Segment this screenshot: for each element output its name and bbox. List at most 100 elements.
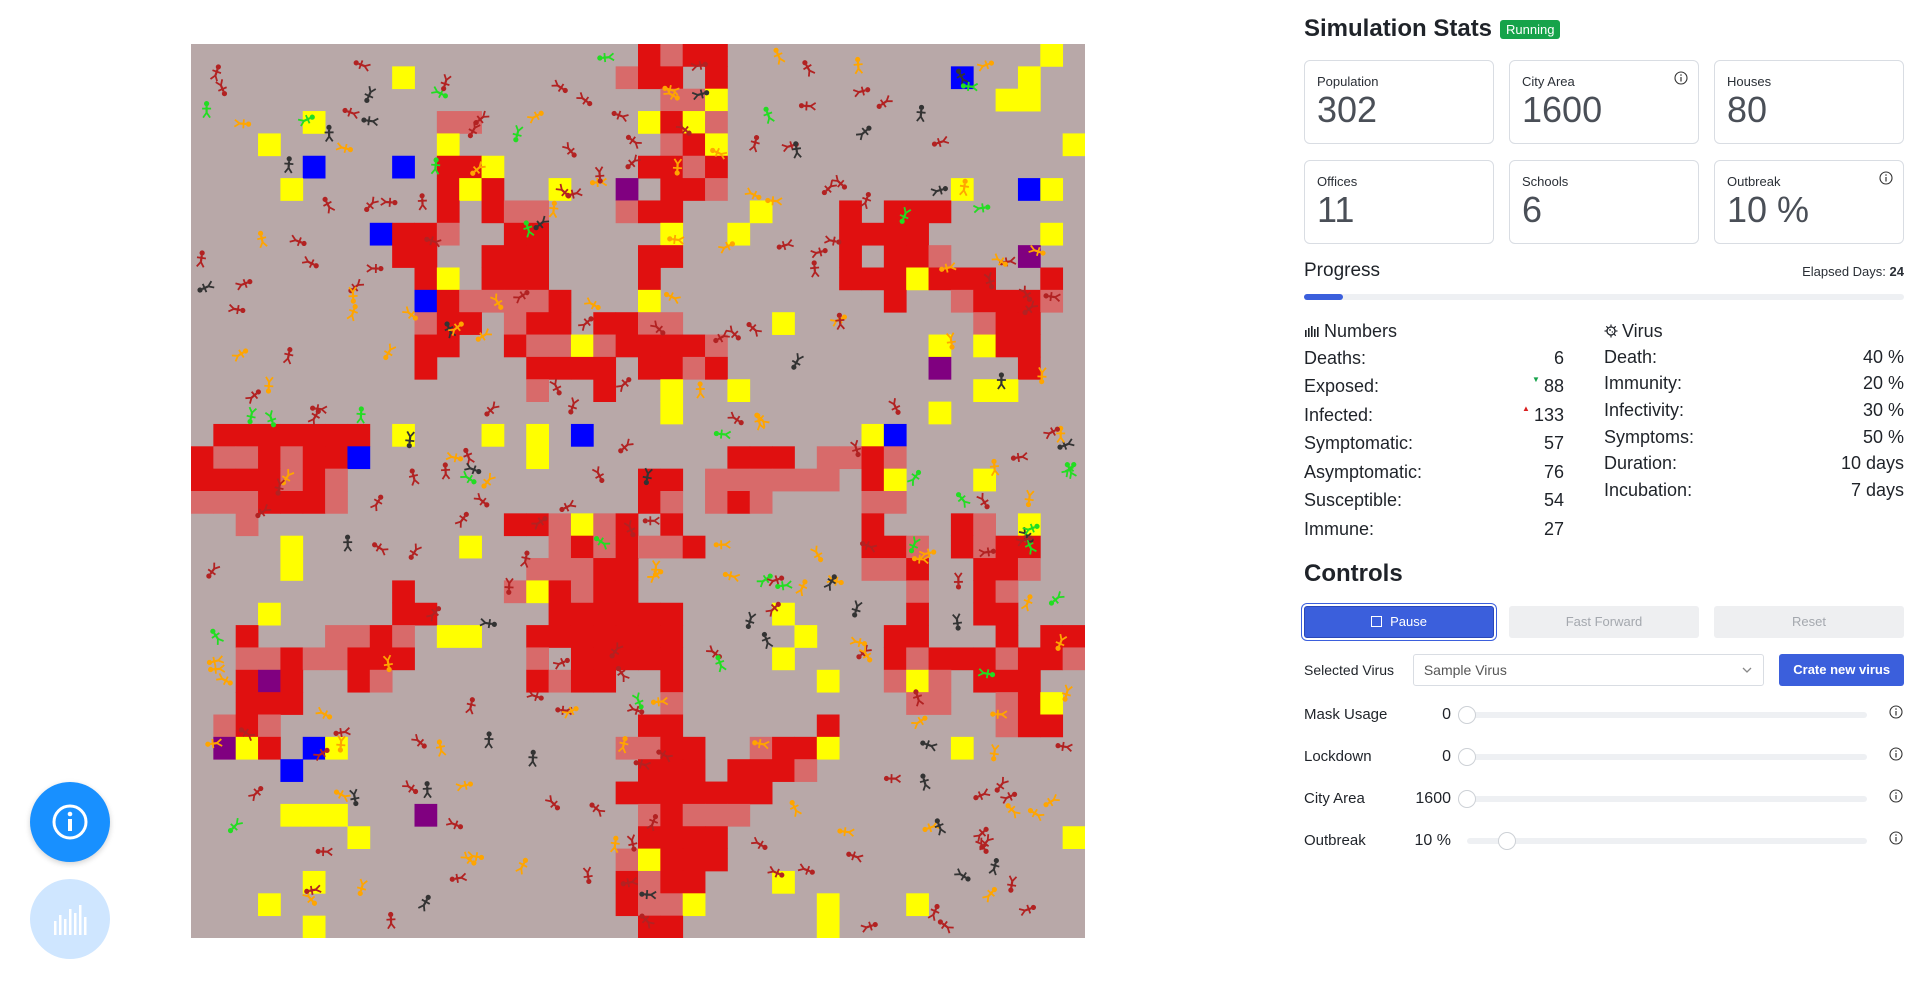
info-icon[interactable] — [1889, 831, 1903, 845]
road-tile — [660, 669, 684, 693]
road-tile — [1017, 714, 1041, 738]
road-tile — [660, 513, 684, 537]
person-susceptible — [343, 534, 353, 552]
road-tile — [638, 267, 661, 291]
stat-card-label: Offices — [1317, 174, 1358, 189]
slider-handle[interactable] — [1498, 831, 1516, 850]
road-tile — [615, 647, 639, 671]
create-virus-button[interactable]: Crate new virus — [1779, 653, 1904, 686]
person-infected — [206, 562, 221, 579]
person-exposed — [460, 851, 477, 866]
person-infected — [725, 325, 741, 341]
road-tile — [727, 491, 751, 514]
school-tile — [213, 736, 237, 760]
road-tile — [638, 245, 661, 268]
road-tile — [727, 468, 751, 492]
road-tile — [705, 334, 728, 358]
virus-icon — [1604, 324, 1618, 338]
person-infected — [835, 312, 845, 331]
virus-param-value: 40 % — [1862, 346, 1904, 367]
road-tile — [638, 736, 661, 760]
stat-card-value: 80 — [1727, 89, 1768, 130]
slider-handle[interactable] — [1458, 747, 1476, 766]
road-tile — [325, 468, 348, 492]
road-tile — [660, 133, 684, 157]
road-tile — [638, 468, 661, 492]
stat-card-label: Population — [1317, 74, 1379, 89]
person-infected — [417, 193, 428, 211]
road-tile — [526, 669, 549, 693]
slider-track[interactable] — [1467, 831, 1867, 850]
road-tile — [615, 602, 639, 626]
person-infected — [675, 121, 692, 136]
person-exposed — [945, 332, 956, 350]
road-tile — [1017, 669, 1041, 693]
slider-track[interactable] — [1458, 747, 1867, 766]
person-susceptible — [484, 731, 494, 749]
house-tile — [325, 736, 348, 760]
info-icon[interactable] — [1879, 171, 1893, 185]
person-infected — [627, 703, 645, 715]
slider-track[interactable] — [1458, 789, 1867, 808]
house-tile — [280, 178, 304, 201]
person-infected — [776, 239, 794, 251]
virus-select[interactable]: Sample Virus — [1412, 653, 1765, 686]
road-tile — [548, 602, 572, 626]
pause-button[interactable]: Pause — [1304, 605, 1494, 638]
house-tile — [1040, 178, 1064, 201]
road-tile — [682, 535, 706, 559]
info-icon[interactable] — [1889, 705, 1903, 719]
road-tile — [459, 312, 482, 335]
road-tile — [816, 446, 840, 470]
road-tile — [638, 870, 661, 894]
road-tile — [258, 692, 281, 715]
road-tile — [727, 446, 751, 470]
info-icon[interactable] — [1889, 747, 1903, 761]
person-exposed — [609, 835, 620, 854]
person-exposed — [445, 451, 464, 463]
road-tile — [325, 491, 348, 514]
fast-forward-button[interactable]: Fast Forward — [1509, 605, 1699, 638]
info-icon[interactable] — [1674, 71, 1688, 85]
house-tile — [436, 267, 460, 291]
road-tile — [436, 155, 460, 179]
person-infected — [282, 347, 294, 365]
person-infected — [611, 110, 629, 123]
house-tile — [928, 401, 952, 425]
slider-track[interactable] — [1458, 705, 1867, 724]
person-exposed — [672, 158, 683, 176]
person-susceptible — [349, 788, 360, 807]
house-tile — [995, 88, 1019, 112]
person-exposed — [1061, 684, 1073, 702]
info-button[interactable] — [30, 782, 110, 862]
person-exposed — [982, 886, 998, 903]
house-tile — [302, 870, 326, 894]
reset-button[interactable]: Reset — [1714, 605, 1904, 638]
road-tile — [861, 446, 885, 470]
road-tile — [660, 781, 684, 805]
person-susceptible — [791, 353, 804, 370]
person-exposed — [233, 118, 252, 129]
controls-title: Controls — [1304, 559, 1403, 587]
house-tile — [1017, 513, 1041, 537]
charts-button[interactable] — [30, 879, 110, 959]
road-tile — [615, 558, 639, 581]
person-infected — [656, 749, 673, 763]
person-infected — [767, 865, 785, 878]
road-tile — [392, 625, 415, 648]
slider-handle[interactable] — [1458, 705, 1476, 724]
person-infected — [372, 542, 389, 556]
road-tile — [548, 625, 572, 648]
slider-handle[interactable] — [1458, 789, 1476, 808]
road-tile — [950, 535, 974, 559]
person-exposed — [810, 545, 824, 563]
person-infected — [859, 191, 872, 210]
person-exposed — [617, 736, 629, 754]
person-infected — [245, 389, 261, 404]
road-tile — [235, 491, 259, 514]
house-tile — [325, 803, 348, 827]
road-tile — [660, 155, 684, 179]
road-tile — [302, 647, 326, 671]
info-icon[interactable] — [1889, 789, 1903, 803]
road-tile — [459, 289, 482, 313]
